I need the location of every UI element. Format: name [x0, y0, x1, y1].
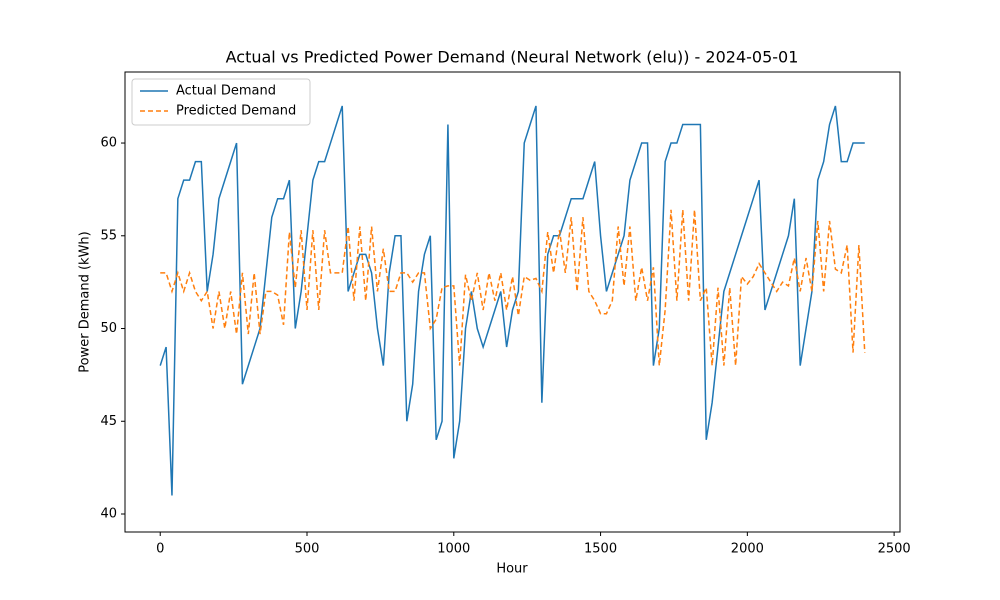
y-tick-label: 45 — [100, 414, 117, 429]
x-tick-label: 2500 — [878, 542, 911, 557]
legend-label: Predicted Demand — [176, 104, 296, 119]
legend-box — [131, 78, 311, 126]
y-tick-label: 55 — [100, 228, 117, 243]
x-tick-label: 500 — [295, 542, 320, 557]
x-axis-label: Hour — [496, 562, 528, 577]
y-tick-label: 40 — [100, 507, 117, 522]
x-tick-label: 2000 — [731, 542, 764, 557]
y-tick-label: 60 — [100, 136, 117, 151]
legend: Actual Demand Predicted Demand — [131, 78, 311, 126]
chart-title: Actual vs Predicted Power Demand (Neural… — [226, 48, 799, 67]
line-series — [160, 209, 866, 366]
y-axis-label: Power Demand (kWh) — [78, 231, 93, 372]
plot-frame — [124, 71, 901, 533]
y-tick-label: 50 — [100, 321, 117, 336]
x-tick-label: 1000 — [437, 542, 470, 557]
x-tick-label: 1500 — [584, 542, 617, 557]
legend-label: Actual Demand — [176, 84, 276, 99]
x-tick-label: 0 — [156, 542, 164, 557]
line-series — [159, 105, 865, 496]
